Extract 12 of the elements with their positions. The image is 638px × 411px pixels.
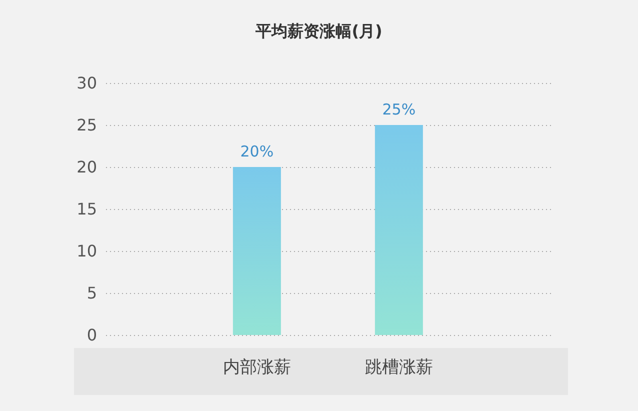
data-label: 20%: [240, 142, 274, 160]
y-tick-label: 20: [76, 158, 97, 176]
y-tick-label: 15: [76, 200, 97, 218]
x-tick-label: 内部涨薪: [222, 358, 291, 378]
y-tick-label: 0: [86, 326, 97, 344]
x-tick-label: 跳槽涨薪: [364, 358, 433, 378]
y-tick-label: 5: [86, 284, 97, 302]
y-tick-label: 30: [76, 74, 97, 92]
data-label: 25%: [382, 100, 416, 118]
chart-title: 平均薪资涨幅(月): [254, 22, 382, 40]
y-tick-label: 10: [76, 242, 97, 260]
y-tick-label: 25: [76, 116, 97, 134]
